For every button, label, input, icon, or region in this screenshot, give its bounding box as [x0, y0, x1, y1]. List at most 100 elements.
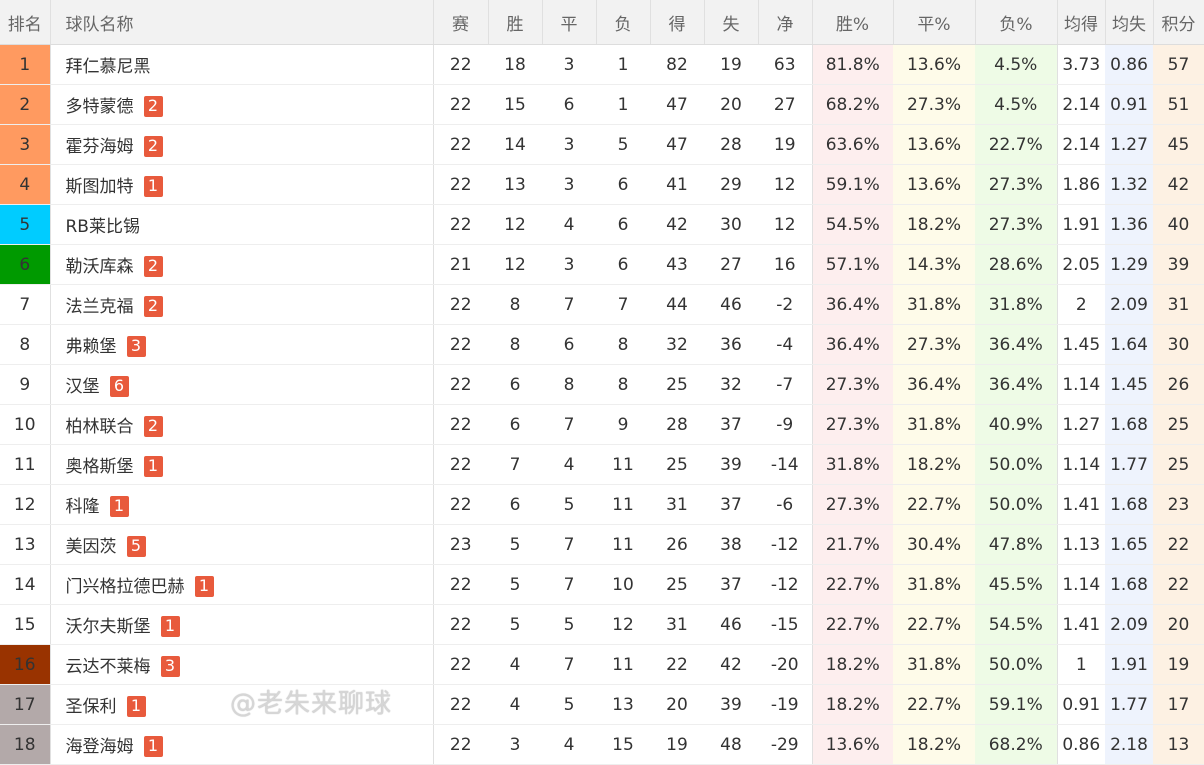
team-cell[interactable]: 云达不莱梅 3 [50, 644, 434, 685]
team-cell[interactable]: 海登海姆 1 [50, 724, 434, 765]
header-goals-for[interactable]: 得 [650, 0, 705, 45]
header-won[interactable]: 胜 [488, 0, 543, 45]
table-row[interactable]: 12 科隆 1 22 6 5 11 31 37 -6 27.3% 22.7% 50.0% 1.41 1.68… [0, 484, 1204, 525]
goal-diff-cell: -14 [758, 444, 813, 485]
header-points[interactable]: 积分 [1153, 0, 1204, 45]
table-row[interactable]: 9 汉堡 6 22 6 8 8 25 32 -7 27.3% 36.4% 36.4% 1.14 1.45 26 [0, 364, 1204, 405]
table-row[interactable]: 6 勒沃库森 2 21 12 3 6 43 27 16 57.1% 14.3% 28.6% 2.05 1.2… [0, 244, 1204, 285]
team-cell[interactable]: 斯图加特 1 [50, 164, 434, 205]
team-name[interactable]: 沃尔夫斯堡 [65, 617, 151, 637]
header-win-pct[interactable]: 胜% [812, 0, 894, 45]
team-cell[interactable]: 门兴格拉德巴赫 1 [50, 564, 434, 605]
header-drawn[interactable]: 平 [542, 0, 597, 45]
draw-pct-cell: 13.6% [893, 124, 975, 165]
goals-for-cell: 31 [650, 484, 704, 525]
team-name[interactable]: RB莱比锡 [65, 217, 140, 237]
lost-cell: 13 [596, 684, 650, 725]
table-row[interactable]: 8 弗赖堡 3 22 8 6 8 32 36 -4 36.4% 27.3% 36.4% 1.45 1.64 3… [0, 324, 1204, 365]
rank-cell: 17 [0, 684, 51, 725]
team-name[interactable]: 柏林联合 [65, 417, 134, 437]
drawn-cell: 7 [542, 644, 596, 685]
team-name[interactable]: 科隆 [65, 497, 100, 517]
avg-ga-cell: 1.65 [1105, 524, 1153, 565]
team-cell[interactable]: 弗赖堡 3 [50, 324, 434, 365]
points-cell: 22 [1153, 524, 1204, 565]
team-name[interactable]: 法兰克福 [65, 297, 134, 317]
team-cell[interactable]: 奥格斯堡 1 [50, 444, 434, 485]
header-loss-pct[interactable]: 负% [975, 0, 1058, 45]
played-cell: 22 [433, 404, 488, 445]
win-pct-cell: 81.8% [812, 44, 893, 85]
table-row[interactable]: 18 海登海姆 1 22 3 4 15 19 48 -29 13.6% 18.2% 68.2% 0.86 2… [0, 724, 1204, 765]
win-pct-cell: 21.7% [812, 524, 893, 565]
table-row[interactable]: 17 圣保利 1 22 4 5 13 20 39 -19 18.2% 22.7% 59.1% 0.91 1.… [0, 684, 1204, 725]
avg-gf-cell: 3.73 [1057, 44, 1105, 85]
played-cell: 22 [433, 364, 488, 405]
team-name[interactable]: 勒沃库森 [65, 257, 134, 277]
won-cell: 5 [488, 604, 542, 645]
header-avg-ga[interactable]: 均失 [1105, 0, 1154, 45]
table-row[interactable]: 1 拜仁慕尼黑 22 18 3 1 82 19 63 81.8% 13.6% 4.5% 3.73 0.86… [0, 44, 1204, 85]
table-row[interactable]: 4 斯图加特 1 22 13 3 6 41 29 12 59.1% 13.6% 27.3% 1.86 1.3… [0, 164, 1204, 205]
table-row[interactable]: 2 多特蒙德 2 22 15 6 1 47 20 27 68.2% 27.3% 4.5% 2.14 0.91… [0, 84, 1204, 125]
header-rank[interactable]: 排名 [0, 0, 51, 45]
lost-cell: 11 [596, 444, 650, 485]
team-name[interactable]: 多特蒙德 [65, 97, 134, 117]
team-name[interactable]: 美因茨 [65, 537, 117, 557]
goals-against-cell: 38 [704, 524, 758, 565]
avg-ga-cell: 1.68 [1105, 484, 1153, 525]
rank-cell: 6 [0, 244, 51, 285]
team-cell[interactable]: 多特蒙德 2 [50, 84, 434, 125]
played-cell: 22 [433, 644, 488, 685]
lost-cell: 5 [596, 124, 650, 165]
team-cell[interactable]: 拜仁慕尼黑 [50, 44, 434, 85]
team-cell[interactable]: 勒沃库森 2 [50, 244, 434, 285]
goals-against-cell: 29 [704, 164, 758, 205]
goals-for-cell: 25 [650, 564, 704, 605]
table-row[interactable]: 10 柏林联合 2 22 6 7 9 28 37 -9 27.3% 31.8% 40.9% 1.27 1.6… [0, 404, 1204, 445]
table-row[interactable]: 15 沃尔夫斯堡 1 22 5 5 12 31 46 -15 22.7% 22.7% 54.5% 1.41… [0, 604, 1204, 645]
team-cell[interactable]: 沃尔夫斯堡 1 [50, 604, 434, 645]
table-row[interactable]: 13 美因茨 5 23 5 7 11 26 38 -12 21.7% 30.4% 47.8% 1.13 1.… [0, 524, 1204, 565]
table-row[interactable]: 7 法兰克福 2 22 8 7 7 44 46 -2 36.4% 31.8% 31.8% 2 2.09 31 [0, 284, 1204, 325]
team-name[interactable]: 门兴格拉德巴赫 [65, 577, 185, 597]
table-row[interactable]: 3 霍芬海姆 2 22 14 3 5 47 28 19 63.6% 13.6% 22.7% 2.14 1.2… [0, 124, 1204, 165]
team-cell[interactable]: RB莱比锡 [50, 204, 434, 245]
team-cell[interactable]: 霍芬海姆 2 [50, 124, 434, 165]
team-cell[interactable]: 科隆 1 [50, 484, 434, 525]
header-goal-diff[interactable]: 净 [758, 0, 813, 45]
header-team[interactable]: 球队名称 [50, 0, 434, 45]
avg-ga-cell: 0.91 [1105, 84, 1153, 125]
points-cell: 25 [1153, 444, 1204, 485]
team-name[interactable]: 云达不莱梅 [65, 657, 151, 677]
played-cell: 22 [433, 44, 488, 85]
header-played[interactable]: 赛 [433, 0, 489, 45]
team-name[interactable]: 海登海姆 [65, 737, 134, 757]
won-cell: 5 [488, 564, 542, 605]
team-name[interactable]: 斯图加特 [65, 177, 134, 197]
team-name[interactable]: 霍芬海姆 [65, 137, 134, 157]
team-name[interactable]: 圣保利 [65, 697, 117, 717]
team-name[interactable]: 汉堡 [65, 377, 100, 397]
team-cell[interactable]: 法兰克福 2 [50, 284, 434, 325]
team-name[interactable]: 奥格斯堡 [65, 457, 134, 477]
header-avg-gf[interactable]: 均得 [1057, 0, 1106, 45]
red-card-badge: 1 [160, 616, 180, 637]
table-row[interactable]: 11 奥格斯堡 1 22 7 4 11 25 39 -14 31.8% 18.2% 50.0% 1.14 1… [0, 444, 1204, 485]
avg-gf-cell: 1.41 [1057, 604, 1105, 645]
team-cell[interactable]: 汉堡 6 [50, 364, 434, 405]
team-cell[interactable]: 圣保利 1 [50, 684, 434, 725]
table-row[interactable]: 16 云达不莱梅 3 22 4 7 11 22 42 -20 18.2% 31.8% 50.0% 1 1.9… [0, 644, 1204, 685]
team-cell[interactable]: 美因茨 5 [50, 524, 434, 565]
goals-against-cell: 48 [704, 724, 758, 765]
table-row[interactable]: 14 门兴格拉德巴赫 1 22 5 7 10 25 37 -12 22.7% 31.8% 45.5% 1.… [0, 564, 1204, 605]
red-card-badge: 1 [109, 496, 129, 517]
header-draw-pct[interactable]: 平% [893, 0, 976, 45]
team-name[interactable]: 拜仁慕尼黑 [65, 57, 151, 77]
header-goals-against[interactable]: 失 [704, 0, 759, 45]
header-lost[interactable]: 负 [596, 0, 651, 45]
played-cell: 23 [433, 524, 488, 565]
table-row[interactable]: 5 RB莱比锡 22 12 4 6 42 30 12 54.5% 18.2% 27.3% 1.91 1.3… [0, 204, 1204, 245]
team-name[interactable]: 弗赖堡 [65, 337, 117, 357]
team-cell[interactable]: 柏林联合 2 [50, 404, 434, 445]
